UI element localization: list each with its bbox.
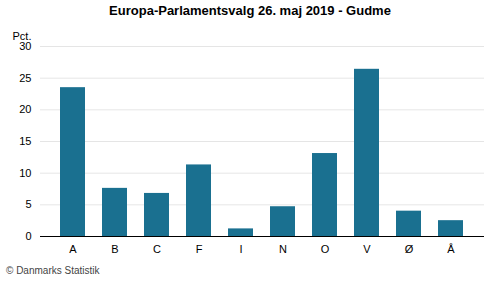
svg-text:A: A <box>69 243 77 255</box>
svg-text:C: C <box>153 243 161 255</box>
svg-text:V: V <box>363 243 371 255</box>
svg-text:25: 25 <box>19 72 31 84</box>
svg-text:30: 30 <box>19 40 32 52</box>
svg-text:15: 15 <box>19 135 31 147</box>
html-text:Europa-Parlamentsvalg 26. maj: Europa-Parlamentsvalg 26. maj 2019 - Gud… <box>109 3 391 18</box>
svg-text:Ø: Ø <box>405 243 414 255</box>
svg-text:Å: Å <box>447 243 455 255</box>
svg-text:10: 10 <box>19 167 31 179</box>
svg-text:20: 20 <box>19 103 31 115</box>
svg-text:O: O <box>321 243 330 255</box>
svg-text:Pct.: Pct. <box>13 30 32 42</box>
svg-text:I: I <box>239 243 242 255</box>
svg-text:B: B <box>111 243 118 255</box>
html-text:© Danmarks Statistik: © Danmarks Statistik <box>6 265 100 276</box>
svg-text:N: N <box>279 243 287 255</box>
svg-text:5: 5 <box>25 198 31 210</box>
svg-text:0: 0 <box>25 230 31 242</box>
svg-text:F: F <box>196 243 203 255</box>
